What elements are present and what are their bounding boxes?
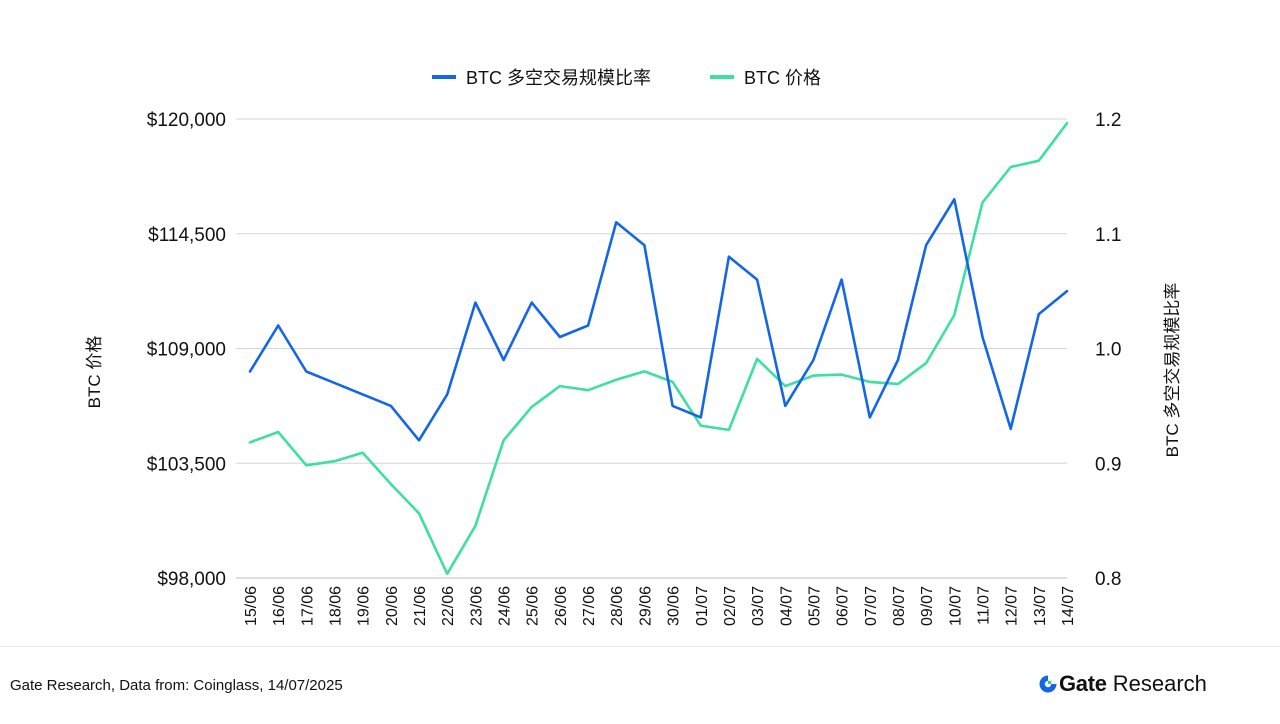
x-tick-label: 27/06	[581, 586, 598, 626]
x-tick-label: 06/07	[835, 586, 852, 626]
x-tick-label: 20/06	[384, 586, 401, 626]
x-tick-label: 13/07	[1032, 586, 1049, 626]
x-tick-label: 05/07	[806, 586, 823, 626]
x-tick-label: 01/07	[694, 586, 711, 626]
x-tick-label: 17/06	[299, 586, 316, 626]
x-tick-label: 08/07	[891, 586, 908, 626]
x-tick-label: 07/07	[863, 586, 880, 626]
x-tick-label: 19/06	[356, 586, 373, 626]
y-right-tick-label: 0.8	[1095, 569, 1121, 590]
x-tick-label: 21/06	[412, 586, 429, 626]
x-tick-label: 24/06	[497, 586, 514, 626]
brand-name: Gate	[1059, 671, 1107, 696]
y-left-tick-label: $114,500	[148, 225, 226, 246]
dual-axis-line-chart: $98,000 $103,500 $109,000 $114,500 $120,000 0…	[85, 68, 1182, 626]
y-right-axis-title: BTC 多空交易规模比率	[1163, 283, 1182, 458]
x-tick-label: 25/06	[525, 586, 542, 626]
x-tick-label: 11/07	[975, 586, 992, 625]
y-left-tick-label: $103,500	[147, 454, 226, 475]
brand-logo: Gate Research	[1038, 671, 1207, 697]
y-right-tick-label: 1.0	[1095, 340, 1121, 361]
source-note: Gate Research, Data from: Coinglass, 14/…	[10, 677, 343, 694]
x-tick-label: 16/06	[271, 586, 288, 626]
x-tick-label: 23/06	[468, 586, 485, 626]
y-right-tick-label: 0.9	[1095, 454, 1121, 475]
x-tick-label: 29/06	[637, 586, 654, 626]
footer: Gate Research, Data from: Coinglass, 14/…	[0, 646, 1280, 724]
x-tick-label: 03/07	[750, 586, 767, 626]
x-tick-label: 02/07	[722, 586, 739, 626]
x-tick-label: 10/07	[947, 586, 964, 626]
chart-area: $98,000 $103,500 $109,000 $114,500 $120,000 0…	[85, 68, 1182, 626]
x-tick-label: 30/06	[666, 586, 683, 626]
series-line-price	[248, 121, 1069, 576]
x-tick-label: 28/06	[609, 586, 626, 626]
y-right-tick-label: 1.1	[1095, 225, 1121, 246]
x-tick-label: 14/07	[1060, 586, 1077, 626]
x-tick-label: 22/06	[440, 586, 457, 626]
y-left-axis-title: BTC 价格	[85, 336, 104, 409]
x-tick-label: 09/07	[919, 586, 936, 626]
y-left-tick-label: $109,000	[147, 340, 226, 361]
x-tick-label: 04/07	[778, 586, 795, 626]
x-tick-label: 26/06	[553, 586, 570, 626]
legend-label: BTC 多空交易规模比率	[466, 68, 651, 88]
series-line-ratio	[248, 198, 1069, 442]
brand-subtitle: Research	[1112, 671, 1207, 696]
legend-label: BTC 价格	[744, 68, 821, 88]
x-tick-label: 12/07	[1004, 586, 1021, 626]
x-tick-label: 18/06	[328, 586, 345, 626]
y-left-tick-label: $120,000	[147, 110, 226, 131]
x-tick-label: 15/06	[243, 586, 260, 626]
y-right-tick-label: 1.2	[1095, 110, 1121, 131]
y-left-tick-label: $98,000	[157, 569, 226, 590]
gate-logo-icon	[1039, 675, 1057, 693]
